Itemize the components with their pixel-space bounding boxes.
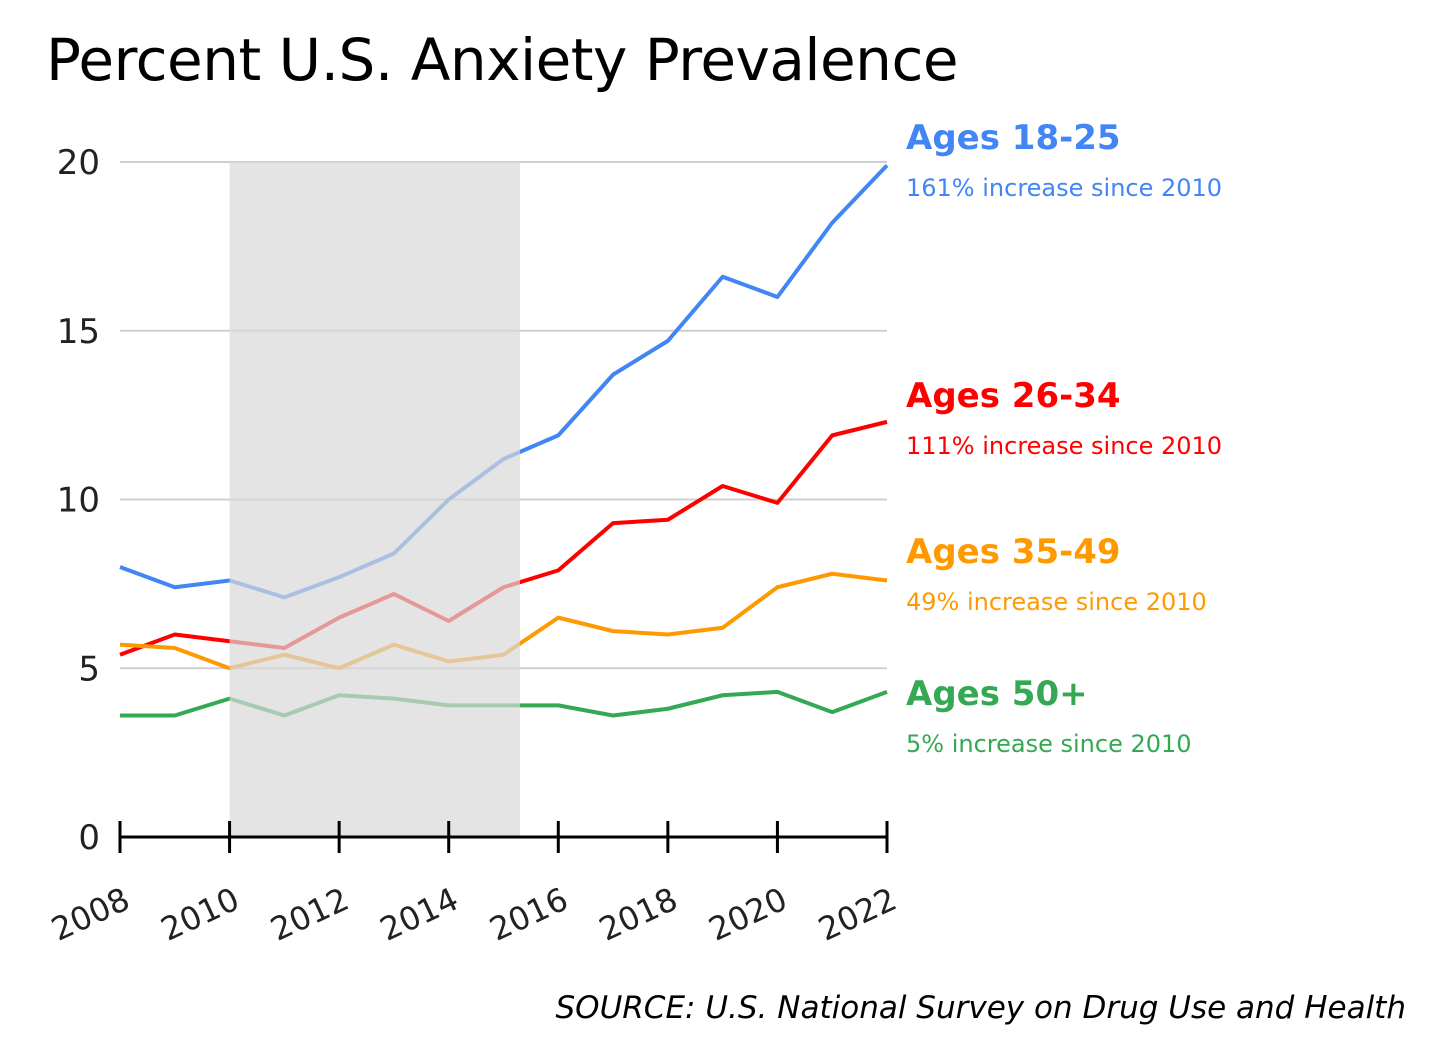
x-tick-label: 2018	[593, 880, 683, 949]
y-tick-label: 15	[57, 312, 100, 352]
x-tick-label: 2010	[155, 880, 245, 949]
series-note: 5% increase since 2010	[906, 730, 1192, 758]
y-tick-label: 0	[78, 818, 100, 858]
series-label: Ages 18-25	[906, 118, 1121, 158]
x-tick-label: 2020	[703, 880, 793, 949]
x-tick-label: 2008	[46, 880, 136, 949]
y-tick-label: 10	[57, 481, 100, 521]
x-tick-label: 2012	[265, 880, 355, 949]
shaded-period	[229, 162, 520, 837]
series-label: Ages 50+	[906, 674, 1088, 714]
series-note: 49% increase since 2010	[906, 588, 1207, 616]
x-tick-label: 2016	[484, 880, 574, 949]
series-label: Ages 26-34	[906, 376, 1121, 416]
series-note: 161% increase since 2010	[906, 174, 1222, 202]
source-note: SOURCE: U.S. National Survey on Drug Use…	[555, 990, 1407, 1026]
series-note: 111% increase since 2010	[906, 432, 1222, 460]
x-tick-label: 2022	[813, 880, 903, 949]
y-tick-label: 5	[78, 649, 100, 689]
series-label: Ages 35-49	[906, 532, 1121, 572]
x-tick-label: 2014	[374, 880, 464, 949]
chart-title: Percent U.S. Anxiety Prevalence	[46, 26, 959, 94]
y-tick-label: 20	[57, 143, 100, 183]
